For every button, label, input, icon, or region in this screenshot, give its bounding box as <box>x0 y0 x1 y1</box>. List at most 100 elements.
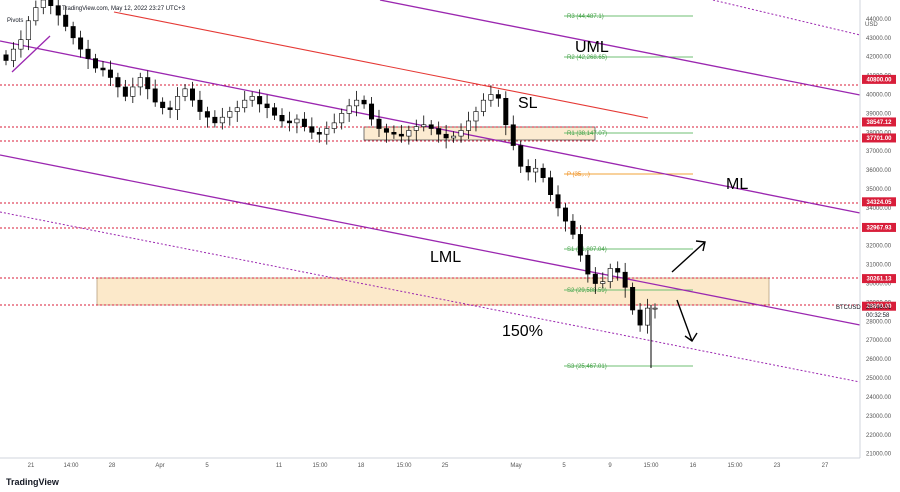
y-tick-label: 39000.00 <box>866 111 892 117</box>
candle-body <box>279 115 285 122</box>
candle-body <box>130 86 136 97</box>
candle-body <box>249 96 255 101</box>
y-tick-label: 27000.00 <box>866 338 892 344</box>
y-tick-label: 38000.00 <box>866 130 892 136</box>
x-tick-label: 15:00 <box>312 463 328 469</box>
tradingview-logo: TradingView <box>6 477 59 487</box>
price-label-text: 32967.93 <box>866 225 892 231</box>
candle-body <box>145 77 151 90</box>
candle-body <box>93 58 99 69</box>
resistance-zone-box[interactable] <box>363 126 596 141</box>
candle-body <box>272 107 278 116</box>
candle-body <box>331 122 337 129</box>
price-labels[interactable]: 40800.00 38547.12 37701.00 34324.05 32967.93… <box>862 74 896 311</box>
candle-body <box>645 307 651 326</box>
candle-body <box>540 167 546 178</box>
x-tick-label: Apr <box>155 463 164 469</box>
y-tick-label: 36000.00 <box>866 168 892 174</box>
y-tick-label: 30000.00 <box>866 282 892 288</box>
pivot-labels: R3 (44,487.1) R2 (42,268.65) R1 (38,147.… <box>567 14 607 370</box>
bearish-arrow[interactable] <box>676 299 698 343</box>
upper-extension-line[interactable] <box>712 0 861 36</box>
y-axis-unit: USD <box>865 22 878 28</box>
candle-body <box>197 99 203 112</box>
candle-body <box>85 48 91 59</box>
lower-median-line[interactable] <box>0 154 861 326</box>
x-tick-label: 27 <box>822 463 829 469</box>
candle-body <box>436 128 442 135</box>
candle-body <box>630 287 636 311</box>
candle-body <box>316 132 322 135</box>
pivot-s3-label: S3 (25,467.01) <box>567 364 607 370</box>
candle-body <box>369 103 375 120</box>
y-tick-label: 37000.00 <box>866 149 892 155</box>
x-tick-label: 5 <box>205 463 209 469</box>
candle-body <box>301 118 307 127</box>
price-label-text: 30261.13 <box>866 277 892 283</box>
price-label-box <box>862 197 896 207</box>
upper-median-line[interactable] <box>379 0 861 96</box>
y-tick-label: 24000.00 <box>866 395 892 401</box>
y-tick-label: 32000.00 <box>866 244 892 250</box>
candle-body <box>622 271 628 288</box>
y-tick-label: 44000.00 <box>866 17 892 23</box>
candle-body <box>212 116 218 124</box>
x-axis-ticks: 21 14:00 28 Apr 5 11 15:00 18 15:00 25 May 5 9 15:00 1… <box>28 463 829 469</box>
candle-body <box>503 97 509 126</box>
price-label-box <box>862 74 896 84</box>
candle-body <box>3 54 9 61</box>
candlestick-series[interactable] <box>3 0 658 334</box>
pitchfork-handle[interactable] <box>11 35 51 73</box>
candle-body <box>398 133 404 137</box>
candle-body <box>637 309 643 326</box>
x-tick-label: 9 <box>608 463 612 469</box>
candle-body <box>346 105 352 114</box>
pivot-p-label: P (35,...) <box>567 172 590 178</box>
indicator-label: Pivots <box>7 18 23 24</box>
candle-body <box>570 220 576 235</box>
candle-body <box>495 94 501 99</box>
bullish-arrow[interactable] <box>671 240 706 273</box>
pivot-r3-label: R3 (44,487.1) <box>567 14 604 20</box>
candle-body <box>413 126 419 131</box>
candle-body <box>533 167 539 173</box>
price-label-box <box>862 133 896 143</box>
candle-body <box>585 254 591 275</box>
candle-body <box>354 99 360 107</box>
candle-body <box>189 88 195 101</box>
candle-body <box>227 111 233 118</box>
annotation-150: 150% <box>502 323 543 340</box>
candle-body <box>286 120 292 124</box>
x-tick-label: May <box>510 463 521 469</box>
candle-body <box>122 86 128 97</box>
support-zone-box[interactable] <box>96 277 770 306</box>
current-symbol: BTCUSD <box>836 305 861 311</box>
pivot-lines <box>564 15 693 367</box>
x-tick-label: 15:00 <box>643 463 659 469</box>
candle-body <box>428 124 434 129</box>
candle-body <box>518 145 524 167</box>
candle-body <box>361 99 367 105</box>
candle-body <box>376 118 382 129</box>
x-tick-label: 16 <box>690 463 697 469</box>
current-countdown: 00:32:58 <box>866 313 890 319</box>
price-label-text: 40800.00 <box>866 77 892 83</box>
candle-body <box>421 124 427 127</box>
annotation-uml: UML <box>575 39 609 56</box>
price-label-box <box>862 117 896 127</box>
pivot-r1-label: R1 (38,147.07) <box>567 131 607 137</box>
candle-body <box>137 77 143 88</box>
candle-body <box>234 107 240 112</box>
candle-body <box>100 67 106 71</box>
resistance-trendline[interactable] <box>113 11 649 119</box>
candle-body <box>182 88 188 97</box>
y-axis-ticks: 21000.00 22000.00 23000.00 24000.00 25000.00… <box>866 17 892 458</box>
price-label-box <box>862 222 896 232</box>
candle-body <box>466 120 472 131</box>
y-tick-label: 23000.00 <box>866 414 892 420</box>
price-chart[interactable]: R3 (44,487.1) R2 (42,268.65) R1 (38,147.… <box>0 0 900 474</box>
price-label-text: 34324.05 <box>866 200 892 206</box>
x-tick-label: 21 <box>28 463 35 469</box>
footer: TradingView <box>0 474 900 492</box>
